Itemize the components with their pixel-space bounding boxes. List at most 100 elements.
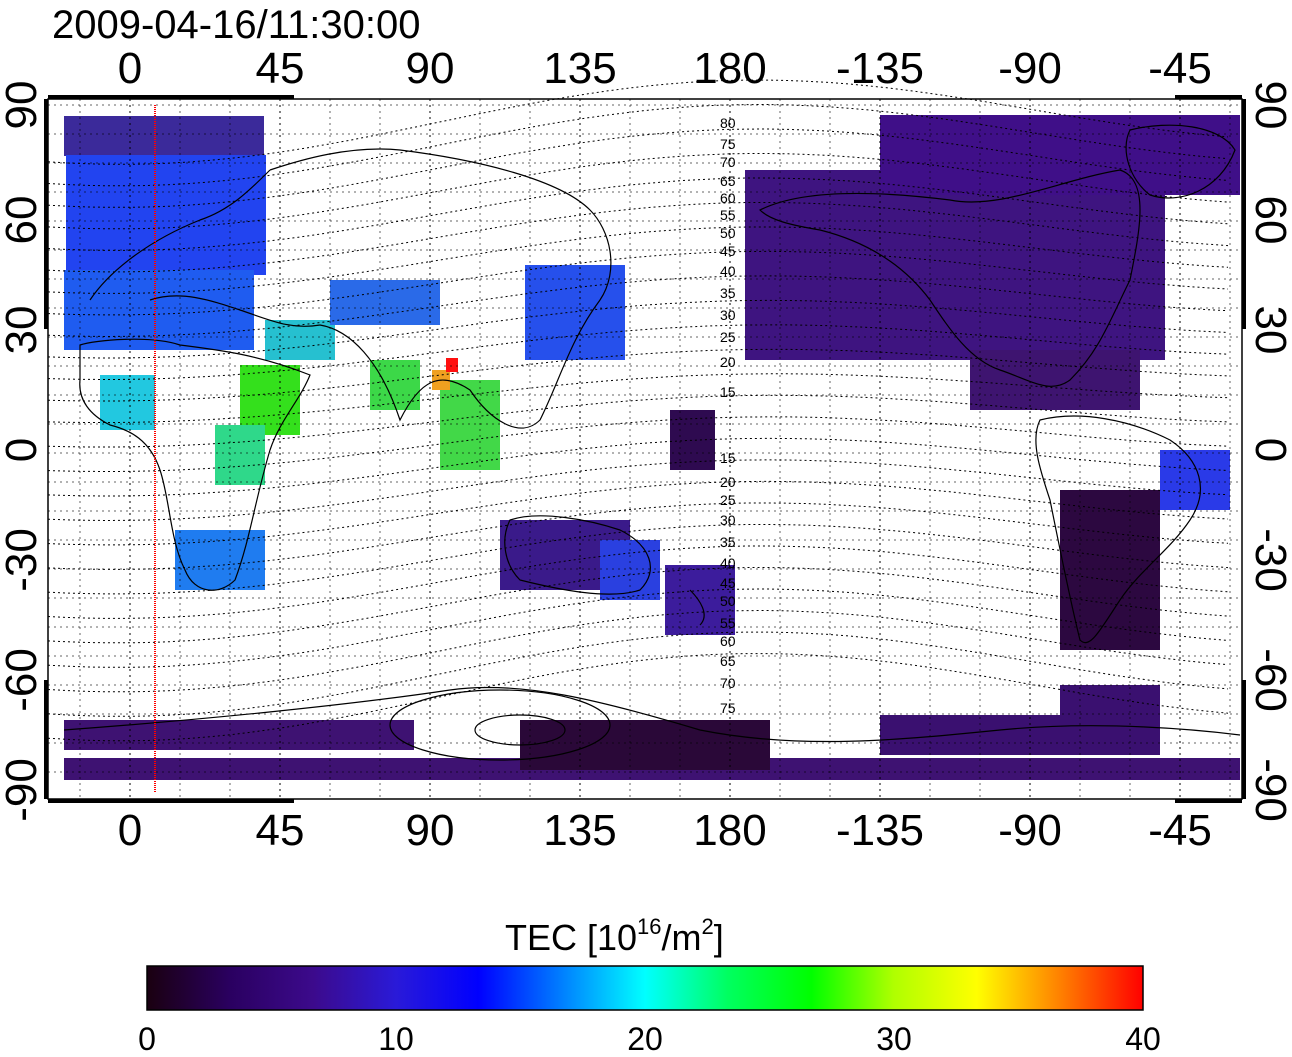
magnetic-contour-line [47, 394, 1229, 448]
magnetic-contour-line [47, 567, 1229, 644]
coast-africa [79, 338, 311, 591]
magnetic-contour-line [47, 373, 1229, 423]
coast-nz [689, 589, 705, 626]
magnetic-contour-line [47, 631, 1229, 717]
magnetic-latitude-label: 45 [720, 243, 736, 259]
tec-patch-africa-c [215, 425, 265, 485]
magnetic-latitude-label: 30 [720, 512, 736, 528]
contour-antarctic-oval [474, 714, 566, 746]
tec-patch-antarctica-4 [880, 715, 1160, 755]
magnetic-contour-line [47, 79, 1229, 165]
x-tick-label-top: -90 [998, 44, 1062, 93]
magnetic-latitude-label: 65 [720, 653, 736, 669]
magnetic-contour-line [47, 324, 1229, 381]
coast-samerica [1035, 415, 1201, 644]
tec-patch-europe [64, 116, 264, 156]
magnetic-contour-line [47, 202, 1229, 273]
x-tick-label-top: 180 [693, 44, 766, 93]
tec-patch-nz [665, 565, 735, 635]
magnetic-contour-line [47, 275, 1229, 338]
axis-bar-top-left [48, 95, 294, 99]
colorbar-tick-label: 10 [378, 1021, 414, 1057]
y-tick-label-left: -90 [0, 758, 46, 822]
y-tick-label-right: -30 [1246, 528, 1292, 592]
x-tick-label-top: 45 [256, 44, 305, 93]
colorbar-tick-label: 0 [138, 1021, 156, 1057]
figure-title: 2009-04-16/11:30:00 [52, 3, 420, 47]
magnetic-latitude-label: 60 [720, 633, 736, 649]
tec-patch-red [446, 358, 458, 372]
tec-patch-brazil-blue [1160, 450, 1230, 510]
axis-bar-right [1242, 99, 1246, 329]
y-axis-left-labels: 90 60 30 0 -30 -60 -90 [0, 81, 46, 822]
x-tick-label-bottom: -90 [998, 806, 1062, 855]
tec-patch-europe-2 [66, 155, 266, 275]
coast-europe [89, 169, 321, 327]
magnetic-latitude-label: 30 [720, 307, 736, 323]
contour-antarctic-oval-2 [389, 689, 611, 761]
magnetic-contour-line [47, 416, 1229, 473]
magnetic-latitude-label: 20 [720, 354, 736, 370]
x-tick-label-top: -135 [836, 44, 924, 93]
y-axis-right-labels: 90 60 30 0 -30 -60 -90 [1246, 81, 1292, 822]
magnetic-latitude-label: 40 [720, 263, 736, 279]
y-tick-label-left: -30 [0, 528, 46, 592]
magnetic-contour-line [47, 250, 1229, 316]
map-panel: 8075706560555045403530252015152025303540… [44, 79, 1246, 803]
magnetic-contour-line [47, 524, 1229, 595]
magnetic-latitude-label: 25 [720, 329, 736, 345]
axis-bar-top-right [1175, 95, 1242, 99]
magnetic-latitude-label: 25 [720, 492, 736, 508]
magnetic-latitude-label: 75 [720, 136, 736, 152]
y-tick-label-right: -60 [1246, 648, 1292, 712]
magnetic-latitude-label: 45 [720, 575, 736, 591]
x-tick-label-top: 90 [406, 44, 455, 93]
tec-patch-antarctica-3 [520, 720, 770, 770]
magnetic-contour-line [47, 437, 1229, 497]
tec-patch-asia [330, 280, 440, 325]
tec-patch-namerica [745, 170, 1165, 360]
x-tick-label-bottom: 180 [693, 806, 766, 855]
colorbar-label-exp: 16 [637, 914, 661, 939]
tec-patch-pacific [670, 410, 715, 470]
axis-bar-left [44, 99, 48, 329]
colorbar-gradient [146, 965, 1144, 1011]
magnetic-latitude-label: 20 [720, 474, 736, 490]
tec-data-layer [64, 115, 1240, 780]
magnetic-latitude-label: 60 [720, 190, 736, 206]
axis-bar-left-low [44, 680, 48, 799]
coast-asia [269, 148, 612, 429]
colorbar-ticks: 0 10 20 30 40 [138, 1021, 1161, 1057]
colorbar: TEC [1016/m2] 0 10 20 30 40 [138, 914, 1161, 1057]
magnetic-contour-line [47, 226, 1229, 294]
tec-patch-samerica [1060, 490, 1160, 650]
x-tick-label-bottom: 90 [406, 806, 455, 855]
x-tick-label-top: -45 [1148, 44, 1212, 93]
y-tick-label-right: 30 [1246, 306, 1292, 355]
colorbar-label-end: ] [714, 917, 724, 958]
colorbar-tick-label: 40 [1125, 1021, 1161, 1057]
colorbar-label: TEC [1016/m2] [505, 914, 724, 958]
tec-patch-antarctica-5 [1060, 685, 1160, 715]
x-tick-label-top: 135 [543, 44, 616, 93]
x-tick-label-bottom: 45 [256, 806, 305, 855]
tec-patch-antarctica-1 [64, 720, 414, 750]
coastlines [63, 124, 1241, 761]
magnetic-contour-line [47, 153, 1229, 230]
magnetic-contour-line [47, 128, 1229, 208]
coast-australia [504, 515, 651, 595]
axis-bar-right-low [1242, 680, 1246, 799]
tec-patch-africa-e [240, 365, 300, 435]
y-tick-label-left: 30 [0, 306, 46, 355]
axis-bar-bottom-left [48, 799, 294, 803]
x-tick-label-top: 0 [118, 44, 142, 93]
y-tick-label-left: 90 [0, 81, 46, 130]
magnetic-latitude-label: 80 [720, 115, 736, 131]
magnetic-contours [47, 79, 1229, 742]
x-axis-top-labels: 0 45 90 135 180 -135 -90 -45 [118, 44, 1212, 93]
y-tick-label-left: -60 [0, 648, 46, 712]
x-tick-label-bottom: -135 [836, 806, 924, 855]
magnetic-contour-line [47, 588, 1229, 668]
colorbar-tick-label: 20 [627, 1021, 663, 1057]
